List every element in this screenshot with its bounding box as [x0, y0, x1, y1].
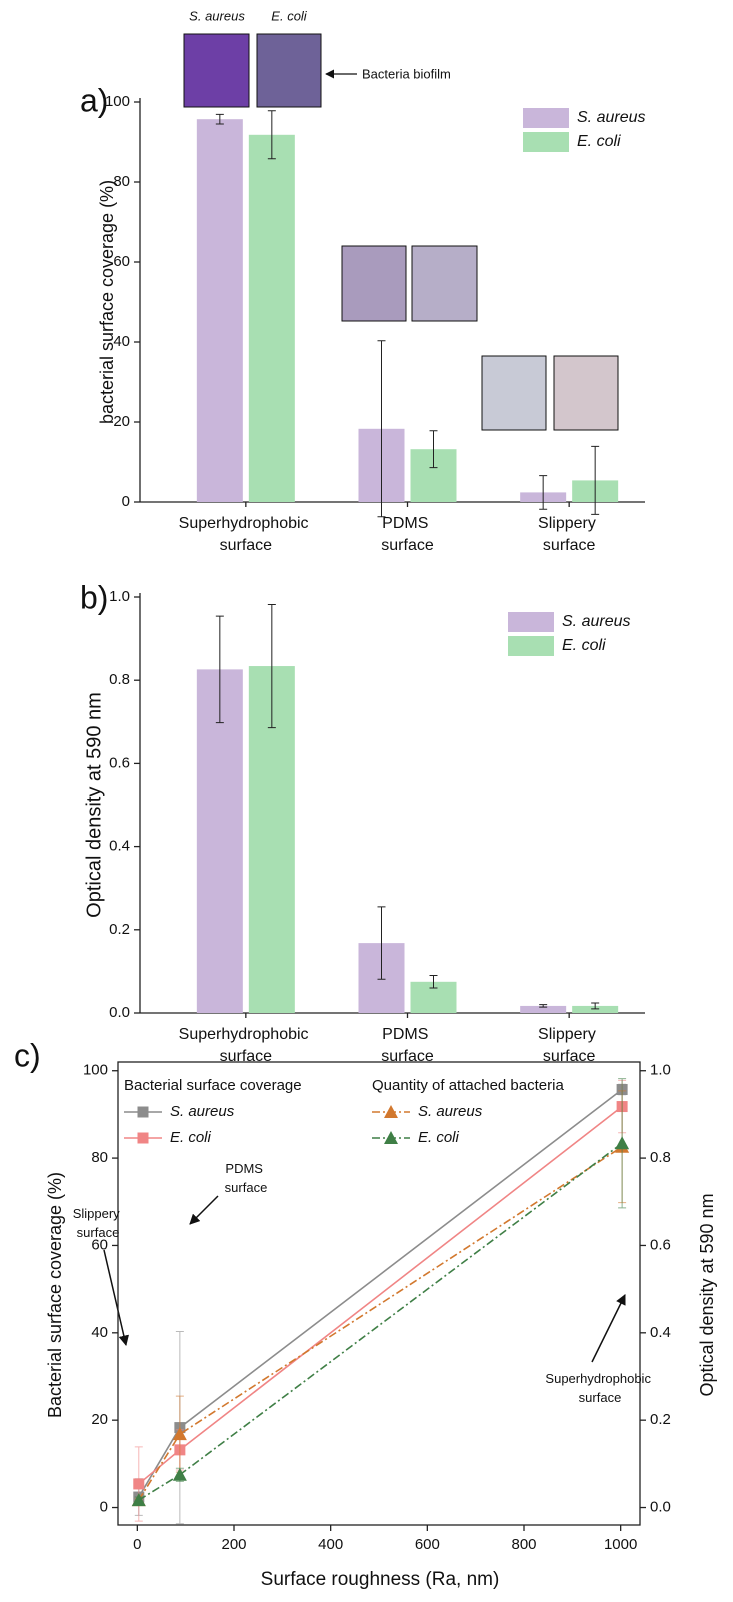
- legend-title: Quantity of attached bacteria: [372, 1077, 564, 1094]
- legend-label: S. aureus: [170, 1103, 235, 1120]
- error-bar: [539, 475, 548, 510]
- annotation: Superhydrophobic surface: [545, 1371, 654, 1405]
- legend-label: S. aureus: [562, 613, 630, 630]
- x-tick-label: Superhydrophobic surface: [179, 1026, 313, 1065]
- y-axis-title: Bacterial surface coverage (%): [45, 1172, 65, 1418]
- bar: [248, 134, 295, 503]
- annotation: Bacteria biofilm: [362, 66, 451, 81]
- series-line: [138, 1142, 623, 1501]
- marker: [131, 1493, 146, 1507]
- y2-tick-label: 1.0: [650, 1062, 671, 1079]
- x-tick-label: 200: [221, 1536, 246, 1553]
- error-bar: [429, 975, 438, 989]
- legend-swatch: [523, 108, 569, 128]
- x-tick-label: 400: [318, 1536, 343, 1553]
- x-axis-title: Surface roughness (Ra, nm): [261, 1569, 500, 1590]
- y-tick-label: 0.0: [109, 1004, 130, 1021]
- marker: [615, 1136, 630, 1150]
- y-tick-label: 0.6: [109, 754, 130, 771]
- y2-axis-title: Optical density at 590 nm: [697, 1193, 717, 1396]
- legend-label: E. coli: [170, 1129, 212, 1146]
- y-tick-label: 60: [113, 253, 130, 270]
- x-tick-label: 600: [415, 1536, 440, 1553]
- marker: [384, 1131, 398, 1144]
- y-tick-label: 80: [91, 1149, 108, 1166]
- panel-label: a): [80, 82, 108, 118]
- error-bar: [539, 1004, 548, 1008]
- error-bar: [377, 340, 386, 518]
- x-tick-label: PDMS surface: [381, 515, 434, 554]
- bar: [520, 1005, 567, 1013]
- error-bar: [267, 603, 276, 729]
- legend-label: S. aureus: [577, 109, 645, 126]
- y2-tick-label: 0.6: [650, 1236, 671, 1253]
- error-bar: [267, 110, 276, 160]
- y-tick-label: 100: [83, 1062, 108, 1079]
- annotation-arrows: [103, 1195, 626, 1363]
- bar: [196, 669, 243, 1013]
- bar: [572, 1005, 619, 1013]
- y2-tick-label: 0.8: [650, 1149, 671, 1166]
- panel-label: c): [14, 1037, 41, 1073]
- annotation: E. coli: [271, 8, 308, 23]
- marker: [137, 1106, 149, 1118]
- annotation: S. aureus: [189, 8, 245, 23]
- panel-label: b): [80, 579, 108, 615]
- annotation: Slippery surface: [73, 1206, 124, 1240]
- x-tick-label: Superhydrophobic surface: [179, 515, 313, 554]
- y-tick-label: 0.2: [109, 921, 130, 938]
- x-tick-label: 1000: [604, 1536, 637, 1553]
- y-tick-label: 40: [91, 1324, 108, 1341]
- annotation: PDMS surface: [225, 1161, 268, 1195]
- y-tick-label: 0.4: [109, 838, 130, 855]
- y2-tick-label: 0.2: [650, 1411, 671, 1428]
- legend-swatch: [508, 612, 554, 632]
- legend-swatch: [523, 132, 569, 152]
- error-bar: [215, 615, 224, 724]
- y-axis-title: Optical density at 590 nm: [83, 692, 105, 918]
- y2-tick-label: 0.0: [650, 1498, 671, 1515]
- y-tick-label: 40: [113, 333, 130, 350]
- error-bar: [591, 445, 600, 515]
- y-tick-label: 60: [91, 1236, 108, 1253]
- y-tick-label: 0.8: [109, 671, 130, 688]
- marker: [384, 1105, 398, 1118]
- x-tick-label: Slippery surface: [538, 1026, 600, 1065]
- x-tick-label: 0: [133, 1536, 141, 1553]
- y-tick-label: 100: [105, 93, 130, 110]
- error-bar: [591, 1002, 600, 1010]
- plot-frame: [117, 1061, 641, 1526]
- y2-tick-label: 0.4: [650, 1324, 671, 1341]
- error-bar: [429, 430, 438, 469]
- legend-label: E. coli: [577, 133, 621, 150]
- marker: [172, 1467, 187, 1481]
- y-tick-label: 0: [122, 493, 130, 510]
- error-bar: [215, 113, 224, 125]
- series-line: [138, 1105, 623, 1485]
- legend-label: E. coli: [562, 637, 606, 654]
- legend-title: Bacterial surface coverage: [124, 1077, 302, 1094]
- legend-swatch: [508, 636, 554, 656]
- y-axis-title: bacterial surface coverage (%): [97, 180, 117, 424]
- x-tick-label: 800: [511, 1536, 536, 1553]
- y-tick-label: 0: [100, 1498, 108, 1515]
- y-tick-label: 20: [113, 413, 130, 430]
- legend-label: E. coli: [418, 1129, 460, 1146]
- legend-label: S. aureus: [418, 1103, 483, 1120]
- error-bar: [377, 906, 386, 980]
- bar: [196, 119, 243, 502]
- marker: [133, 1478, 145, 1490]
- y-tick-label: 80: [113, 173, 130, 190]
- y-tick-label: 20: [91, 1411, 108, 1428]
- y-tick-label: 1.0: [109, 588, 130, 605]
- x-tick-label: Slippery surface: [538, 515, 600, 554]
- x-tick-label: PDMS surface: [381, 1026, 434, 1065]
- biofilm-photos: [183, 33, 619, 431]
- marker: [137, 1132, 149, 1144]
- marker: [172, 1427, 187, 1441]
